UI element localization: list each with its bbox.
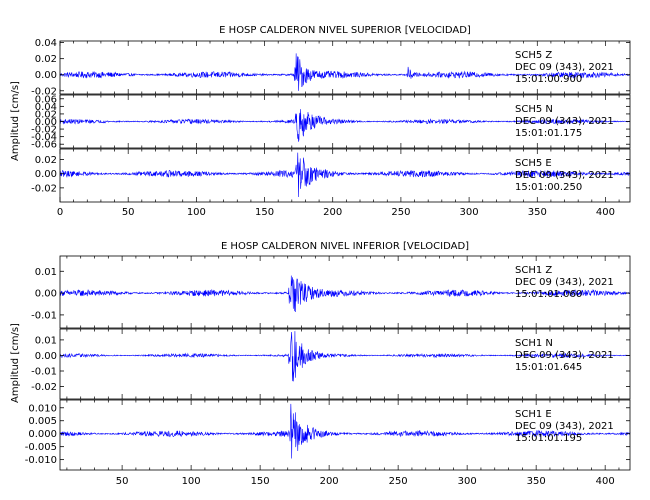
- annotation-channel: SCH5 N: [515, 104, 553, 115]
- chart-0: E HOSP CALDERON NIVEL SUPERIOR [VELOCIDA…: [10, 25, 631, 218]
- y-tick-label: 0.02: [35, 54, 57, 65]
- x-tick-label: 150: [251, 476, 270, 487]
- y-tick-label: 0.00: [35, 169, 57, 180]
- annotation-time: 15:01:00.900: [515, 74, 582, 85]
- annotation-date: DEC 09 (343), 2021: [515, 116, 614, 127]
- x-tick-label: 300: [460, 207, 479, 218]
- x-tick-label: 100: [187, 207, 206, 218]
- y-tick-label: 0.04: [35, 102, 57, 113]
- x-tick-label: 350: [527, 476, 546, 487]
- panel-frame: [59, 328, 631, 400]
- y-axis-label: Amplitud [cm/s]: [10, 323, 21, 403]
- chart-title: E HOSP CALDERON NIVEL INFERIOR [VELOCIDA…: [221, 241, 469, 252]
- x-tick-label: 200: [320, 476, 339, 487]
- x-tick-label: 150: [255, 207, 274, 218]
- annotation-date: DEC 09 (343), 2021: [515, 277, 614, 288]
- y-tick-label: -0.02: [31, 86, 57, 97]
- annotation-date: DEC 09 (343), 2021: [515, 170, 614, 181]
- y-tick-label: -0.04: [31, 132, 57, 143]
- y-tick-label: 0.02: [35, 109, 57, 120]
- annotation-channel: SCH5 Z: [515, 50, 552, 61]
- waveform-sch5-n: [59, 109, 631, 142]
- annotation-channel: SCH1 E: [515, 409, 552, 420]
- annotation-time: 15:01:01.060: [515, 289, 582, 300]
- y-tick-label: 0.00: [35, 70, 57, 81]
- y-tick-label: 0.00: [35, 351, 57, 362]
- x-tick-label: 50: [122, 207, 135, 218]
- x-tick-label: 0: [57, 207, 63, 218]
- annotation-date: DEC 09 (343), 2021: [515, 421, 614, 432]
- panel-frame: [59, 148, 631, 203]
- y-tick-label: -0.02: [31, 125, 57, 136]
- panel-sch5-n: 0.060.040.020.00-0.02-0.04-0.06 SCH5 NDEC…: [31, 94, 631, 151]
- y-tick-label: -0.02: [31, 382, 57, 393]
- charts-layer: E HOSP CALDERON NIVEL SUPERIOR [VELOCIDA…: [10, 25, 631, 487]
- annotation-time: 15:01:01.175: [515, 128, 582, 139]
- y-tick-label: 0.000: [28, 429, 57, 440]
- x-tick-label: 400: [596, 476, 615, 487]
- y-tick-label: 0.01: [35, 267, 57, 278]
- panel-frame: [59, 40, 631, 95]
- x-tick-label: 250: [389, 476, 408, 487]
- y-tick-label: -0.02: [31, 183, 57, 194]
- y-tick-label: -0.010: [25, 455, 57, 466]
- annotation-time: 15:01:01.645: [515, 362, 582, 373]
- x-tick-label: 250: [391, 207, 410, 218]
- y-tick-label: -0.01: [31, 310, 57, 321]
- chart-1: E HOSP CALDERON NIVEL INFERIOR [VELOCIDA…: [10, 241, 631, 487]
- y-tick-label: -0.005: [25, 442, 57, 453]
- x-tick-label: 200: [323, 207, 342, 218]
- x-tick-label: 300: [458, 476, 477, 487]
- waveform-sch1-n: [59, 331, 631, 382]
- y-tick-label: 0.02: [35, 155, 57, 166]
- y-tick-label: 0.00: [35, 117, 57, 128]
- x-tick-label: 50: [116, 476, 129, 487]
- annotation-time: 15:01:01.195: [515, 433, 582, 444]
- y-tick-label: -0.01: [31, 367, 57, 378]
- y-axis-label: Amplitud [cm/s]: [10, 81, 21, 161]
- panel-frame: [59, 399, 631, 471]
- chart-title: E HOSP CALDERON NIVEL SUPERIOR [VELOCIDA…: [219, 25, 471, 36]
- annotation-date: DEC 09 (343), 2021: [515, 62, 614, 73]
- waveform-sch5-z: [59, 53, 631, 91]
- x-tick-label: 350: [528, 207, 547, 218]
- annotation-channel: SCH1 N: [515, 338, 553, 349]
- waveform-sch1-e: [59, 403, 631, 459]
- waveform-sch5-e: [59, 152, 631, 197]
- y-tick-label: 0.005: [28, 416, 57, 427]
- annotation-channel: SCH1 Z: [515, 265, 552, 276]
- waveform-sch1-z: [59, 275, 631, 313]
- y-tick-label: 0.04: [35, 38, 57, 49]
- annotation-time: 15:01:00.250: [515, 182, 582, 193]
- y-tick-label: 0.00: [35, 289, 57, 300]
- annotation-channel: SCH5 E: [515, 158, 552, 169]
- annotation-date: DEC 09 (343), 2021: [515, 350, 614, 361]
- y-tick-label: 0.01: [35, 335, 57, 346]
- y-tick-label: 0.010: [28, 403, 57, 414]
- panel-frame: [59, 255, 631, 329]
- x-tick-label: 400: [596, 207, 615, 218]
- y-tick-label: 0.06: [35, 94, 57, 105]
- x-tick-label: 100: [182, 476, 201, 487]
- y-tick-label: -0.06: [31, 140, 57, 151]
